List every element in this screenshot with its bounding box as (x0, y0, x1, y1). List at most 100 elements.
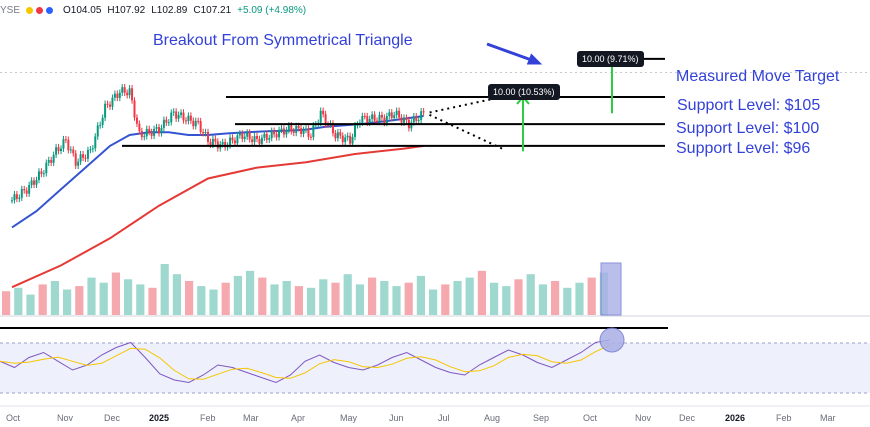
candle-body (361, 116, 364, 123)
volume-bar (233, 275, 242, 315)
candle-body (18, 197, 21, 199)
candle-body (403, 117, 405, 123)
candle-body (50, 159, 53, 163)
candle-body (278, 129, 281, 138)
candle-body (236, 135, 239, 144)
candle-body (160, 127, 163, 134)
candle-body (221, 141, 224, 145)
volume-bar (99, 282, 108, 315)
volume-bar (282, 281, 291, 315)
candle-body (11, 200, 13, 202)
volume-bar (526, 274, 535, 315)
candle-body (30, 180, 33, 186)
candle-body (300, 128, 303, 134)
candle-body (336, 132, 339, 139)
candle-body (135, 117, 138, 124)
volume-bar (416, 275, 425, 315)
volume-bar (294, 286, 303, 315)
candle-body (265, 133, 268, 140)
volume-bar (319, 279, 328, 315)
candle-body (143, 136, 146, 138)
candle-body (415, 116, 418, 121)
candle-body (256, 136, 258, 139)
volume-bar (87, 277, 96, 315)
high-value: H107.92 (107, 4, 146, 16)
candle-body (229, 137, 232, 146)
candle-body (40, 171, 43, 174)
volume-bar (197, 286, 206, 315)
candle-body (60, 148, 62, 152)
candle-body (344, 137, 347, 143)
candle-body (170, 112, 173, 123)
candle-body (263, 133, 266, 138)
candle-body (187, 115, 190, 122)
indicator-dots[interactable] (26, 6, 54, 14)
candle-body (175, 111, 178, 119)
candle-body (422, 111, 425, 113)
candle-body (243, 136, 246, 139)
volume-bar (75, 286, 84, 315)
x-label-sep: Sep (533, 413, 550, 423)
candle-body (69, 149, 72, 151)
candle-body (126, 92, 129, 96)
candle-body (128, 88, 131, 96)
close-value: C107.21 (193, 4, 232, 16)
volume-bar (380, 281, 389, 315)
volume-bar (404, 282, 413, 315)
x-label-aug: Aug (484, 413, 501, 423)
candle-body (153, 128, 156, 136)
candle-body (368, 119, 371, 123)
candle-body (363, 116, 366, 118)
volume-bar (221, 282, 230, 315)
candle-body (251, 139, 254, 143)
volume-bar (160, 264, 169, 315)
candle-body (79, 154, 82, 162)
candle-body (184, 120, 187, 122)
indicator-dot-blue (46, 6, 54, 14)
candle-body (86, 149, 89, 159)
candle-body (295, 125, 298, 133)
candle-body (91, 148, 94, 150)
candle-body (67, 139, 70, 151)
candle-body (287, 125, 290, 131)
candle-body (209, 141, 212, 145)
indicator-dot-yellow (26, 6, 34, 14)
volume-bar (258, 277, 267, 315)
rsi-band (0, 343, 870, 393)
candle-body (23, 189, 26, 191)
candle-body (118, 92, 121, 98)
candle-body (55, 147, 58, 155)
candle-body (231, 137, 234, 141)
rsi-line (0, 339, 611, 384)
breakout-arrow-head (527, 53, 543, 65)
candle-body (165, 119, 168, 123)
rsi-panel (0, 327, 870, 407)
candle-body (307, 128, 310, 137)
candle-body (121, 87, 124, 93)
volume-bar (429, 289, 438, 315)
candle-body (282, 128, 285, 135)
candle-body (268, 138, 271, 140)
volume-bar (124, 279, 133, 315)
candle-body (273, 130, 276, 135)
candle-body (400, 117, 403, 123)
candle-body (197, 120, 200, 122)
volume-bar (563, 287, 572, 315)
volume-bar (368, 277, 377, 315)
candle-body (15, 194, 18, 199)
volume-bar (148, 287, 157, 315)
support-105-label: Support Level: $105 (677, 97, 821, 114)
x-label-mar: Mar (243, 413, 259, 423)
candle-body (354, 125, 356, 137)
candle-body (123, 87, 126, 93)
volume-bar (331, 282, 340, 315)
x-label-2026: 2026 (725, 413, 746, 423)
candle-body (351, 136, 354, 144)
candle-body (376, 120, 379, 122)
candle-body (109, 104, 111, 107)
x-label-oct: Oct (6, 413, 21, 423)
moving-average-200-line (11, 144, 424, 289)
candle-body (373, 114, 376, 121)
candle-body (292, 131, 295, 133)
